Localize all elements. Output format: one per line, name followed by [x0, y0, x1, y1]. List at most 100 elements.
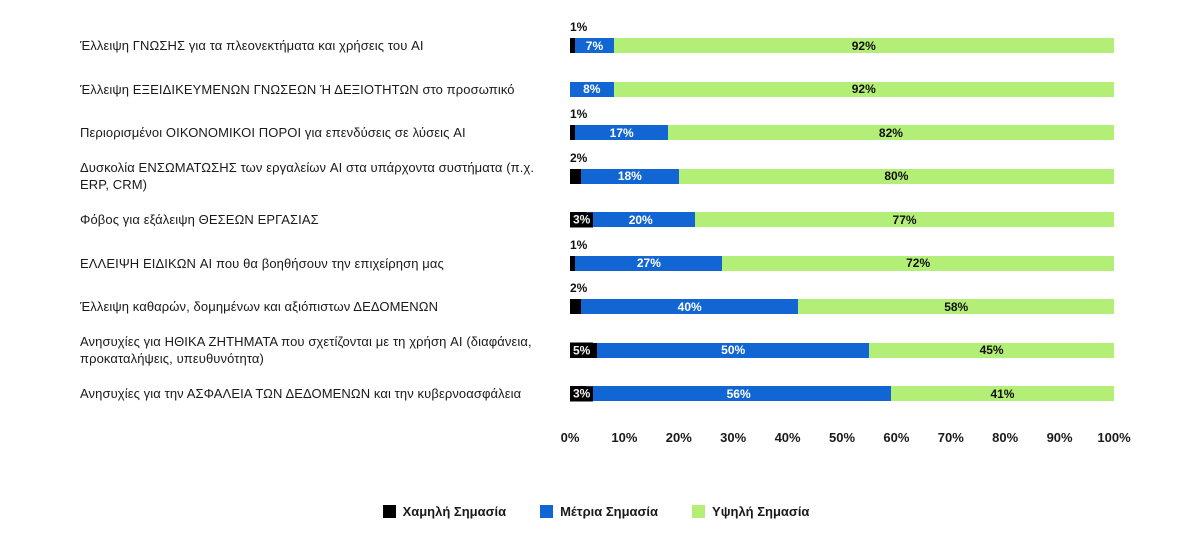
value-label-low: 3% — [570, 386, 594, 402]
chart-row: Έλλειψη ΓΝΩΣΗΣ για τα πλεονεκτήματα και … — [0, 21, 1192, 68]
value-label-high: 58% — [944, 299, 969, 314]
chart-row: Ανησυχίες για ΗΘΙΚΑ ΖΗΤΗΜΑΤΑ που σχετίζο… — [0, 329, 1192, 373]
stacked-bar: 1% 17% 82% — [570, 108, 1114, 141]
x-axis-tick: 80% — [992, 429, 1019, 445]
value-label-low: 3% — [570, 212, 594, 228]
chart-rows: Έλλειψη ΓΝΩΣΗΣ για τα πλεονεκτήματα και … — [0, 21, 1192, 416]
x-axis-tick: 20% — [665, 429, 692, 445]
category-label: Ανησυχίες για την ΑΣΦΑΛΕΙΑ ΤΩΝ ΔΕΔΟΜΕΝΩΝ… — [80, 386, 522, 402]
x-axis-tick: 40% — [774, 429, 801, 445]
segment-low — [570, 299, 581, 315]
chart-row: Φόβος για εξάλειψη ΘΕΣΕΩΝ ΕΡΓΑΣΙΑΣ 3% 20% 7… — [0, 198, 1192, 242]
value-label-low-above: 2% — [570, 281, 588, 296]
value-label-low: 5% — [570, 342, 594, 358]
segment-high: 41% — [890, 386, 1114, 402]
chart-row: ΕΛΛΕΙΨΗ ΕΙΔΙΚΩΝ AI που θα βοηθήσουν την … — [0, 239, 1192, 286]
x-axis-tick: 10% — [611, 429, 638, 445]
value-label-high: 77% — [892, 212, 917, 227]
segment-mid: 50% — [597, 342, 870, 358]
legend-label: Μέτρια Σημασία — [560, 503, 659, 519]
segment-low: 5% — [570, 342, 598, 358]
stacked-bar: 1% 27% 72% — [570, 239, 1114, 271]
value-label-low-above: 2% — [570, 150, 588, 165]
value-label-low-above: 1% — [570, 20, 588, 35]
stacked-bar: 8% 92% — [570, 81, 1114, 97]
chart-row: Περιορισμένοι ΟΙΚΟΝΟΜΙΚΟΙ ΠΟΡΟΙ για επεν… — [0, 108, 1192, 155]
segment-high: 80% — [678, 168, 1114, 184]
legend-item-high: Υψηλή Σημασία — [692, 504, 809, 519]
value-label-mid: 7% — [585, 38, 604, 53]
segment-low: 3% — [570, 386, 594, 402]
stacked-bar: 3% 56% 41% — [570, 386, 1114, 402]
segment-high: 58% — [798, 299, 1114, 315]
value-label-mid: 40% — [677, 299, 702, 314]
x-axis-tick: 30% — [720, 429, 747, 445]
value-label-mid: 17% — [609, 125, 634, 140]
value-label-high: 82% — [878, 125, 903, 140]
chart-row: Ανησυχίες για την ΑΣΦΑΛΕΙΑ ΤΩΝ ΔΕΔΟΜΕΝΩΝ… — [0, 372, 1192, 416]
x-axis-tick: 50% — [828, 429, 856, 445]
x-axis-row: 0% 10% 20% 30% 40% 50% 60% 70% 80% 90% 100% — [0, 428, 1192, 448]
x-axis: 0% 10% 20% 30% 40% 50% 60% 70% 80% 90% 100% — [561, 428, 1131, 448]
category-label: Έλλειψη ΓΝΩΣΗΣ για τα πλεονεκτήματα και … — [80, 38, 424, 54]
stacked-bar: 3% 20% 77% — [570, 212, 1114, 228]
segment-low — [570, 125, 576, 141]
legend-swatch-mid — [540, 504, 554, 518]
segment-mid: 7% — [575, 38, 614, 54]
value-label-low-above: 1% — [570, 237, 588, 252]
segment-mid: 8% — [570, 81, 614, 97]
segment-low — [570, 168, 581, 184]
value-label-mid: 8% — [583, 82, 601, 97]
chart-row: Έλλειψη ΕΞΕΙΔΙΚΕΥΜΕΝΩΝ ΓΝΩΣΕΩΝ Ή ΔΕΞΙΟΤΗ… — [0, 68, 1192, 112]
chart-row: Δυσκολία ΕΝΣΩΜΑΤΩΣΗΣ των εργαλείων AI στ… — [0, 152, 1192, 199]
segment-low — [570, 38, 576, 54]
chart-row: Έλλειψη καθαρών, δομημένων και αξιόπιστω… — [0, 282, 1192, 329]
segment-mid: 18% — [580, 168, 679, 184]
value-label-high: 72% — [906, 256, 931, 271]
value-label-mid: 50% — [721, 343, 746, 358]
category-label: ΕΛΛΕΙΨΗ ΕΙΔΙΚΩΝ AI που θα βοηθήσουν την … — [80, 255, 444, 271]
value-label-high: 92% — [851, 38, 876, 53]
value-label-low-above: 1% — [570, 107, 588, 122]
ai-barriers-importance-chart: Έλλειψη ΓΝΩΣΗΣ για τα πλεονεκτήματα και … — [0, 21, 1192, 519]
legend-item-low: Χαμηλή Σημασία — [382, 503, 507, 519]
segment-high: 45% — [869, 342, 1114, 358]
stacked-bar: 5% 50% 45% — [570, 342, 1114, 358]
legend-swatch-high — [692, 504, 706, 518]
stacked-bar: 1% 7% 92% — [570, 21, 1114, 54]
stacked-bar: 2% 18% 80% — [570, 152, 1114, 184]
category-label: Φόβος για εξάλειψη ΘΕΣΕΩΝ ΕΡΓΑΣΙΑΣ — [80, 212, 319, 228]
value-label-high: 80% — [884, 169, 909, 184]
x-axis-tick: 0% — [560, 429, 580, 445]
legend-label: Υψηλή Σημασία — [712, 503, 810, 519]
segment-mid: 17% — [575, 125, 668, 141]
value-label-high: 45% — [979, 343, 1004, 358]
category-label: Περιορισμένοι ΟΙΚΟΝΟΜΙΚΟΙ ΠΟΡΟΙ για επεν… — [80, 125, 466, 141]
x-axis-tick: 70% — [937, 429, 964, 445]
segment-mid: 20% — [586, 212, 696, 228]
x-axis-tick: 100% — [1097, 429, 1131, 445]
category-label: Δυσκολία ΕΝΣΩΜΑΤΩΣΗΣ των εργαλείων AI στ… — [80, 160, 535, 193]
value-label-high: 41% — [990, 386, 1015, 401]
segment-high: 72% — [722, 255, 1114, 271]
segment-low — [570, 255, 576, 271]
segment-high: 92% — [613, 81, 1114, 97]
segment-low: 3% — [570, 212, 594, 228]
category-label: Έλλειψη καθαρών, δομημένων και αξιόπιστω… — [80, 299, 439, 315]
stacked-bar: 2% 40% 58% — [570, 282, 1114, 315]
segment-mid: 56% — [586, 386, 891, 402]
value-label-mid: 20% — [628, 212, 653, 227]
category-label: Ανησυχίες για ΗΘΙΚΑ ΖΗΤΗΜΑΤΑ που σχετίζο… — [80, 334, 532, 367]
segment-high: 92% — [613, 38, 1114, 54]
value-label-mid: 27% — [636, 256, 661, 271]
value-label-mid: 56% — [726, 386, 751, 401]
legend-label: Χαμηλή Σημασία — [402, 503, 507, 519]
x-axis-tick: 90% — [1046, 429, 1073, 445]
segment-high: 77% — [695, 212, 1114, 228]
segment-mid: 40% — [580, 299, 799, 315]
segment-high: 82% — [667, 125, 1114, 141]
legend: Χαμηλή Σημασία Μέτρια Σημασία Υψηλή Σημασί… — [0, 504, 1192, 519]
x-axis-tick: 60% — [883, 429, 910, 445]
value-label-mid: 18% — [617, 169, 642, 184]
